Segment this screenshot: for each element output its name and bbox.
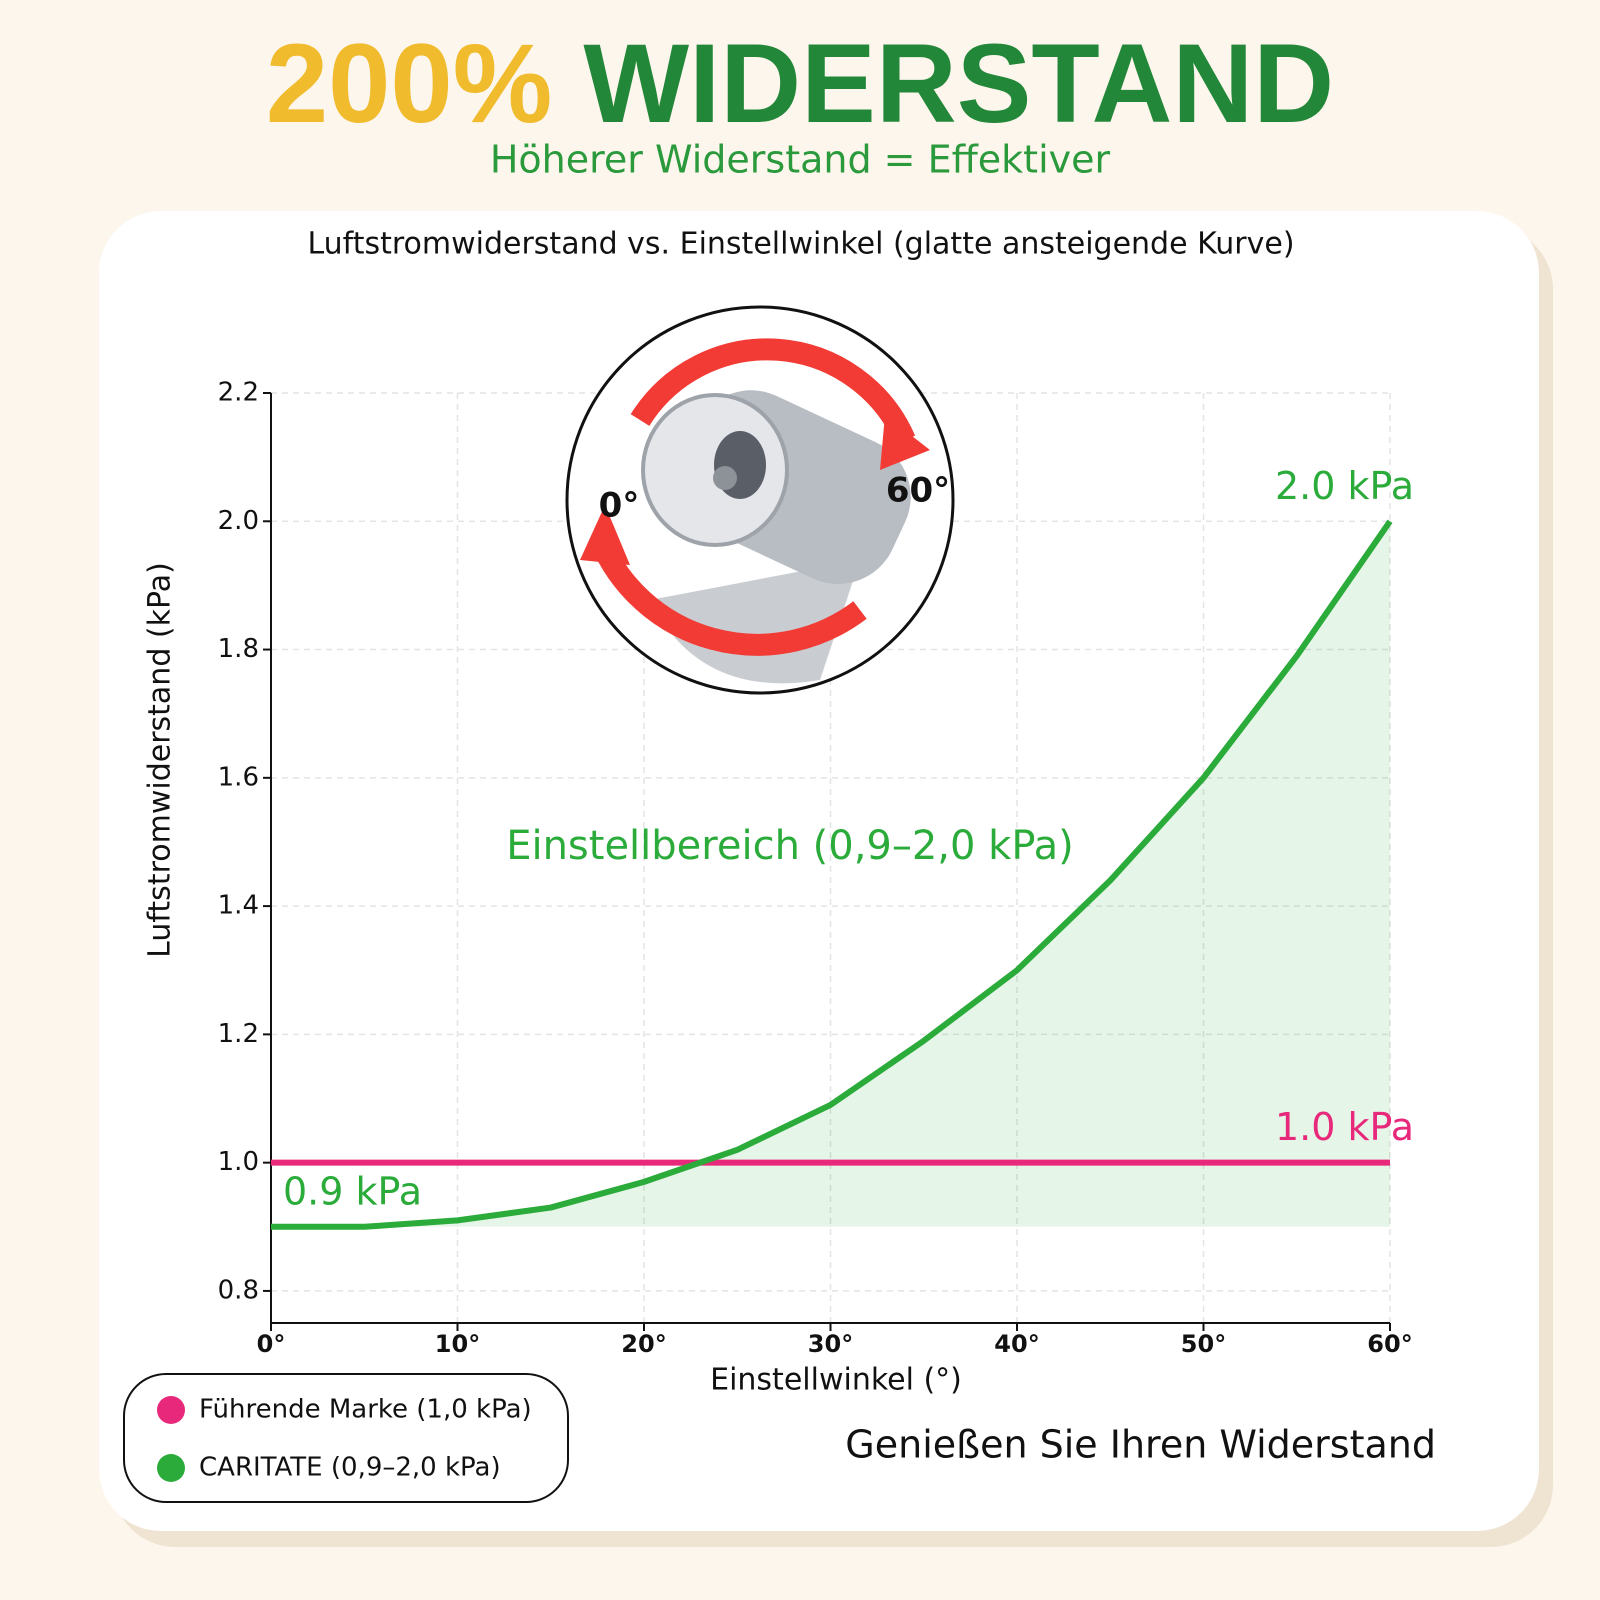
x-tick-label: 60°	[1367, 1330, 1412, 1358]
x-axis-label: Einstellwinkel (°)	[710, 1363, 962, 1398]
plot: 0.8 1.0 1.2 1.4 1.6 1.8 2.0 2.2 0° 10° 20° 30° 40° 50…	[218, 378, 1414, 1359]
y-tick-label: 2.2	[218, 378, 259, 408]
y-tick-label: 2.0	[218, 506, 259, 536]
line	[271, 519, 1393, 1230]
arrow-head	[580, 505, 630, 565]
y-tick-label: 0.8	[218, 1275, 259, 1305]
product-illustration: 0° 60°	[565, 305, 955, 695]
x-tick-label: 40°	[994, 1330, 1039, 1358]
legend-box	[123, 1373, 569, 1503]
y-tick-label: 1.6	[218, 762, 259, 792]
legend: Führende Marke (1,0 kPa) CARITATE (0,9–2,…	[157, 1395, 532, 1483]
legend-label: CARITATE (0,9–2,0 kPa)	[199, 1453, 501, 1483]
footer-text: Genießen Sie Ihren Widerstand	[845, 1423, 1436, 1467]
x-tick-label: 50°	[1181, 1330, 1226, 1358]
x-tick-label: 30°	[808, 1330, 853, 1358]
headline: 200% WIDERSTAND	[266, 21, 1334, 146]
y-tick-label: 1.8	[218, 634, 259, 664]
range-fill	[271, 521, 1390, 1227]
legend-label: Führende Marke (1,0 kPa)	[199, 1395, 532, 1425]
y-tick-label: 1.0	[218, 1147, 259, 1177]
x-tick-label: 10°	[435, 1330, 480, 1358]
annotation: Einstellbereich (0,9–2,0 kPa)	[506, 823, 1074, 869]
angle-label: 0°	[599, 486, 640, 526]
angle-label: 60°	[886, 471, 950, 511]
headline-highlight: 200%	[266, 21, 552, 146]
value-label: 0.9 kPa	[283, 1169, 422, 1213]
value-label: 2.0 kPa	[1275, 464, 1414, 508]
screw	[713, 466, 737, 490]
x-tick-label: 0°	[257, 1330, 286, 1358]
arrow-head	[880, 415, 930, 470]
chart-title: Luftstromwiderstand vs. Einstellwinkel (…	[307, 227, 1294, 262]
arrow-arc	[630, 338, 916, 445]
subtitle: Höherer Widerstand = Effektiver	[490, 138, 1111, 182]
headline-title: WIDERSTAND	[583, 21, 1334, 146]
card	[99, 211, 1539, 1531]
y-tick-label: 1.2	[218, 1019, 259, 1049]
legend-marker	[157, 1454, 185, 1482]
mount	[650, 560, 860, 684]
legend-marker	[157, 1396, 185, 1424]
y-tick-label: 1.4	[218, 891, 259, 921]
value-label: 1.0 kPa	[1275, 1105, 1414, 1149]
x-tick-label: 20°	[621, 1330, 666, 1358]
arrow-arc	[589, 535, 867, 656]
y-axis-label: Luftstromwiderstand (kPa)	[143, 562, 178, 958]
